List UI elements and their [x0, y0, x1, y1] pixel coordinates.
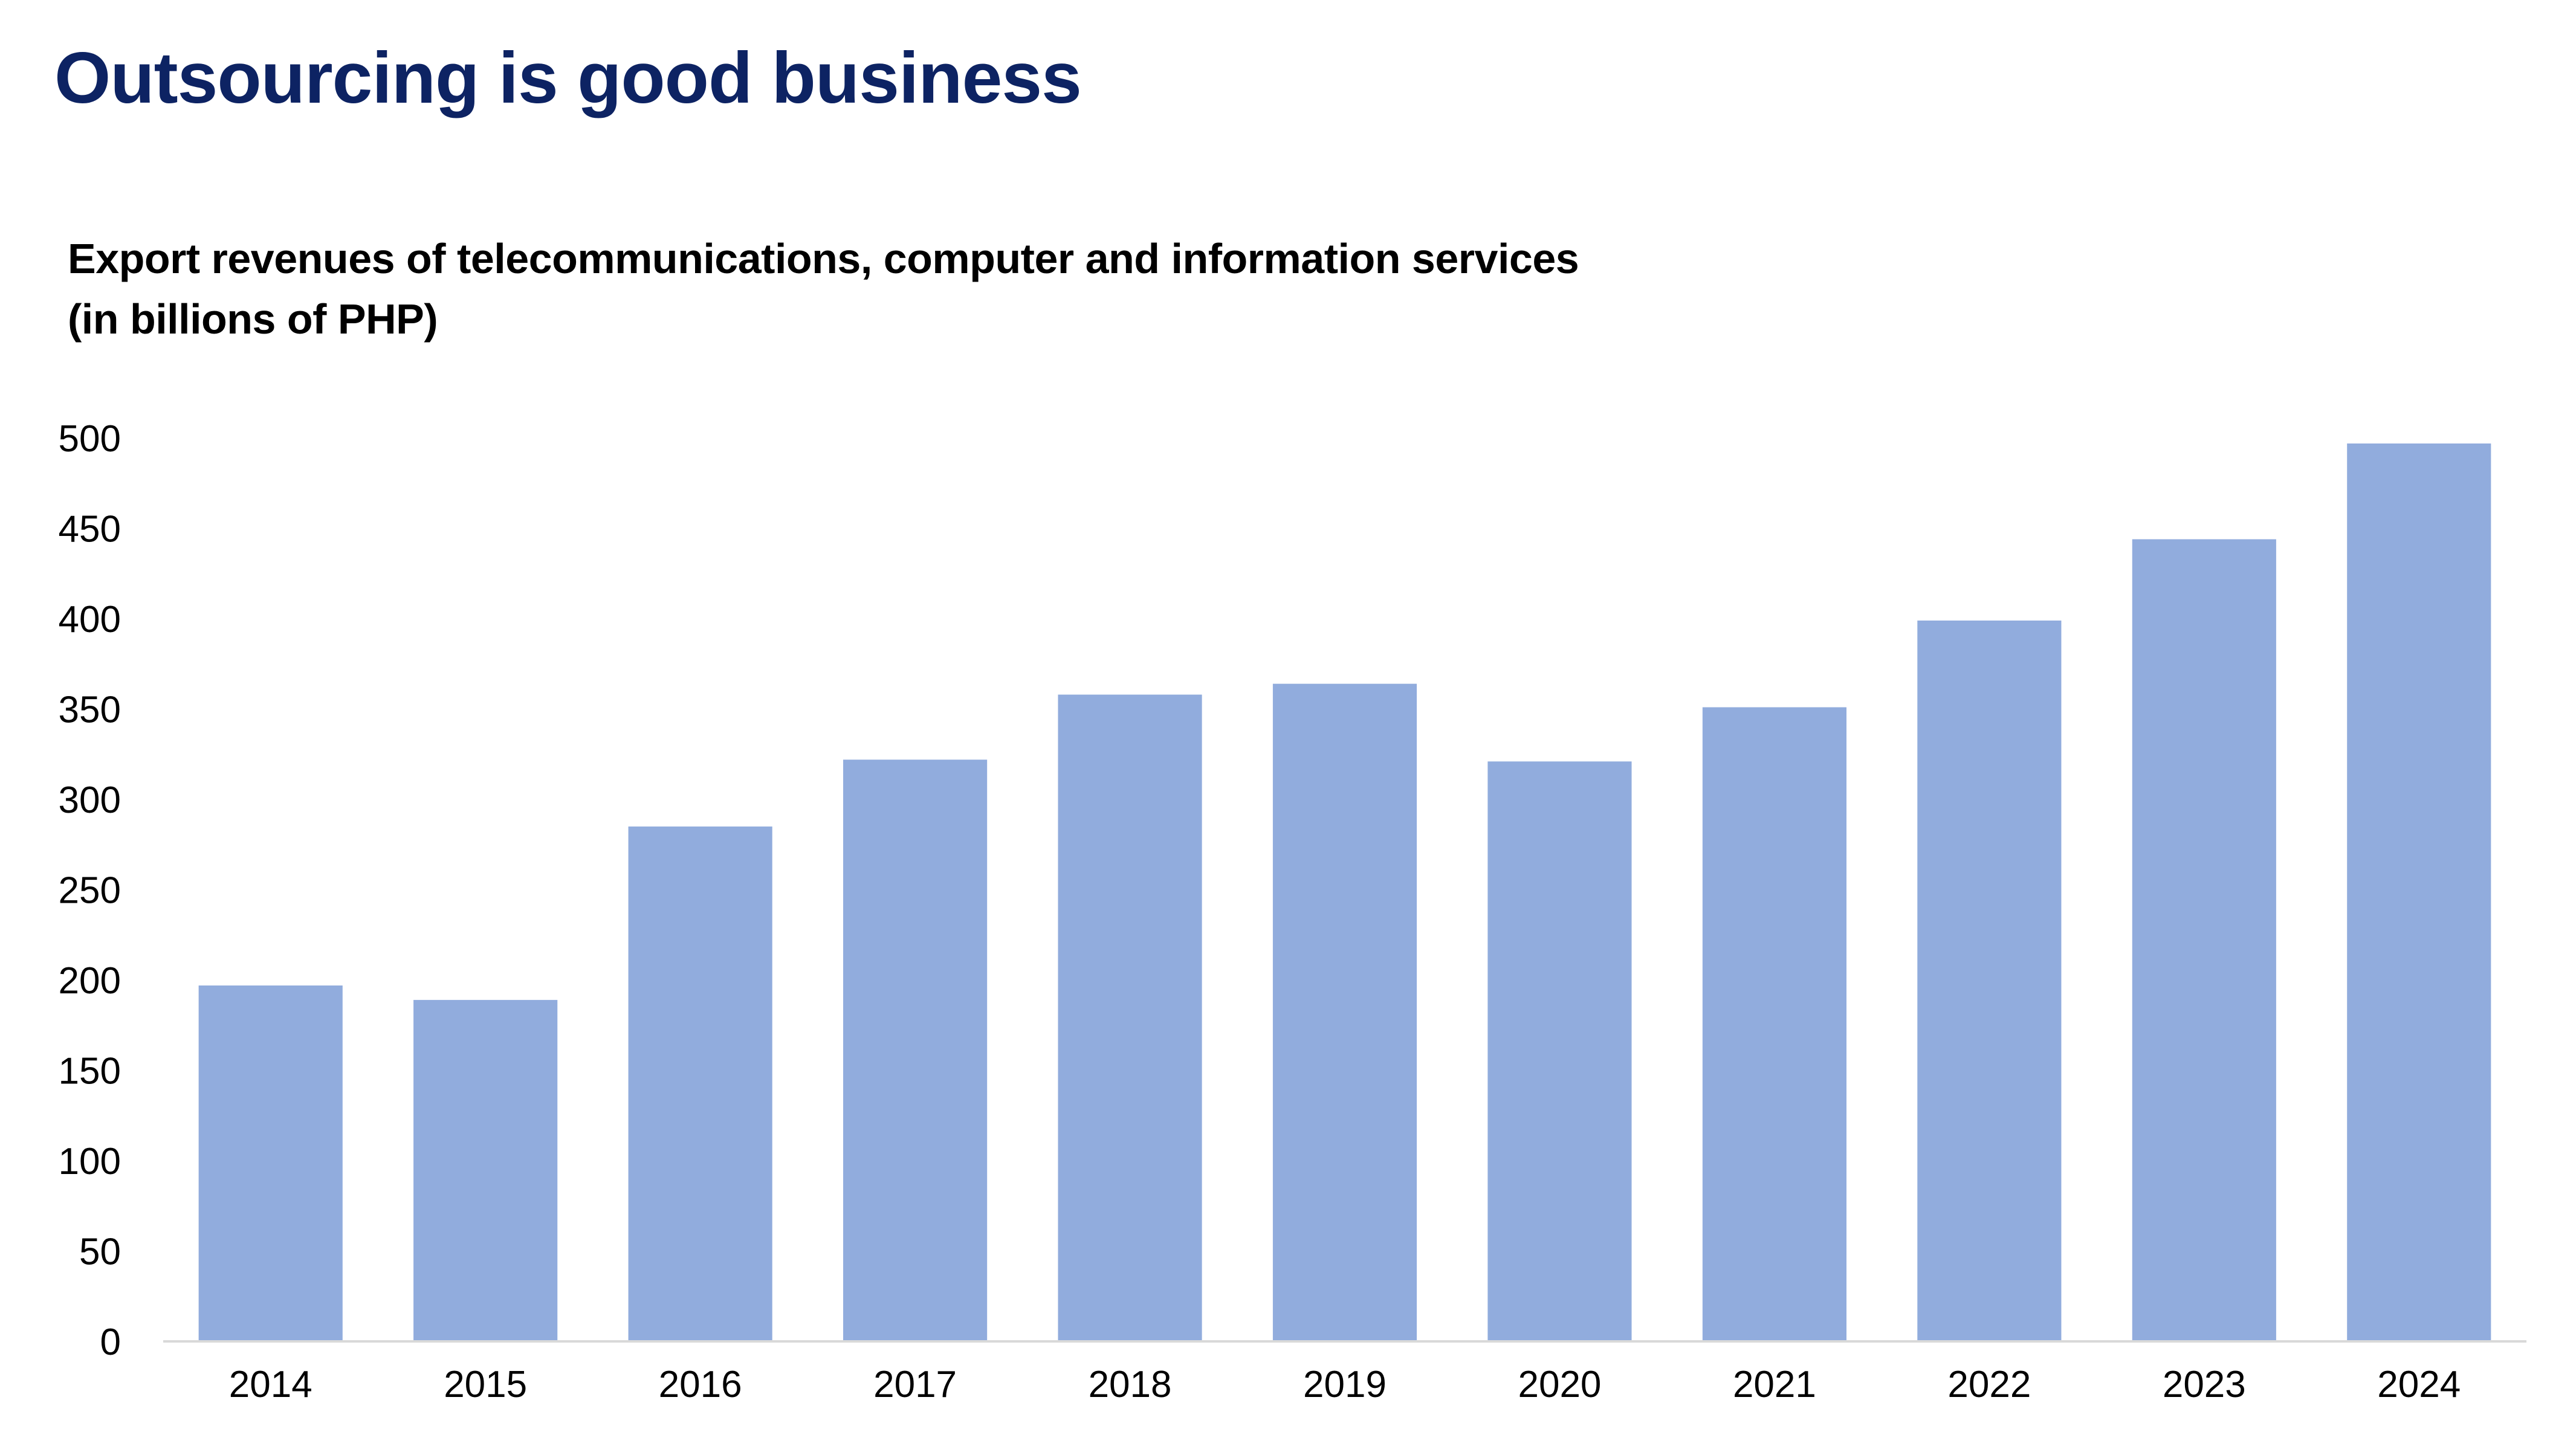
y-tick-label: 150: [59, 1051, 121, 1092]
bar-2017: [843, 760, 988, 1341]
page-title: Outsourcing is good business: [54, 37, 1082, 118]
y-tick-label: 0: [100, 1321, 121, 1363]
y-tick-label: 100: [59, 1141, 121, 1182]
x-tick-label: 2018: [1089, 1364, 1172, 1405]
x-tick-label: 2015: [444, 1364, 527, 1405]
bar-2016: [628, 826, 772, 1341]
chart-title-block: Export revenues of telecommunications, c…: [68, 228, 1579, 349]
x-axis-tick-labels: 2014 2015 2016 2017 2018 2019 2020 2021 2022 2023…: [229, 1364, 2461, 1405]
y-tick-label: 350: [59, 689, 121, 731]
x-tick-label: 2019: [1303, 1364, 1387, 1405]
bar-2019: [1272, 683, 1417, 1341]
bar-2015: [413, 999, 558, 1341]
x-tick-label: 2023: [2163, 1364, 2246, 1405]
y-tick-label: 250: [59, 870, 121, 912]
bar-2020: [1487, 761, 1632, 1341]
x-tick-label: 2020: [1518, 1364, 1601, 1405]
bar-series: [198, 443, 2491, 1342]
x-tick-label: 2016: [659, 1364, 742, 1405]
y-tick-label: 200: [59, 960, 121, 1002]
x-tick-label: 2021: [1733, 1364, 1816, 1405]
bar-2014: [198, 985, 343, 1341]
y-tick-label: 400: [59, 599, 121, 640]
y-tick-label: 50: [79, 1231, 121, 1273]
x-tick-label: 2022: [1947, 1364, 2031, 1405]
y-tick-label: 450: [59, 509, 121, 550]
y-tick-label: 500: [59, 418, 121, 460]
chart-subtitle: (in billions of PHP): [68, 295, 438, 343]
bar-2024: [2347, 443, 2491, 1341]
bar-2018: [1058, 694, 1202, 1341]
x-tick-label: 2024: [2377, 1364, 2461, 1405]
bar-2022: [1917, 620, 2062, 1341]
bar-2021: [1702, 707, 1846, 1341]
y-tick-label: 300: [59, 779, 121, 821]
bar-2023: [2132, 539, 2276, 1342]
y-axis-tick-labels: 0 50 100 150 200 250 300 350 400 450 500: [59, 418, 121, 1363]
x-tick-label: 2014: [229, 1364, 312, 1405]
x-tick-label: 2017: [873, 1364, 957, 1405]
chart-title: Export revenues of telecommunications, c…: [68, 235, 1579, 282]
